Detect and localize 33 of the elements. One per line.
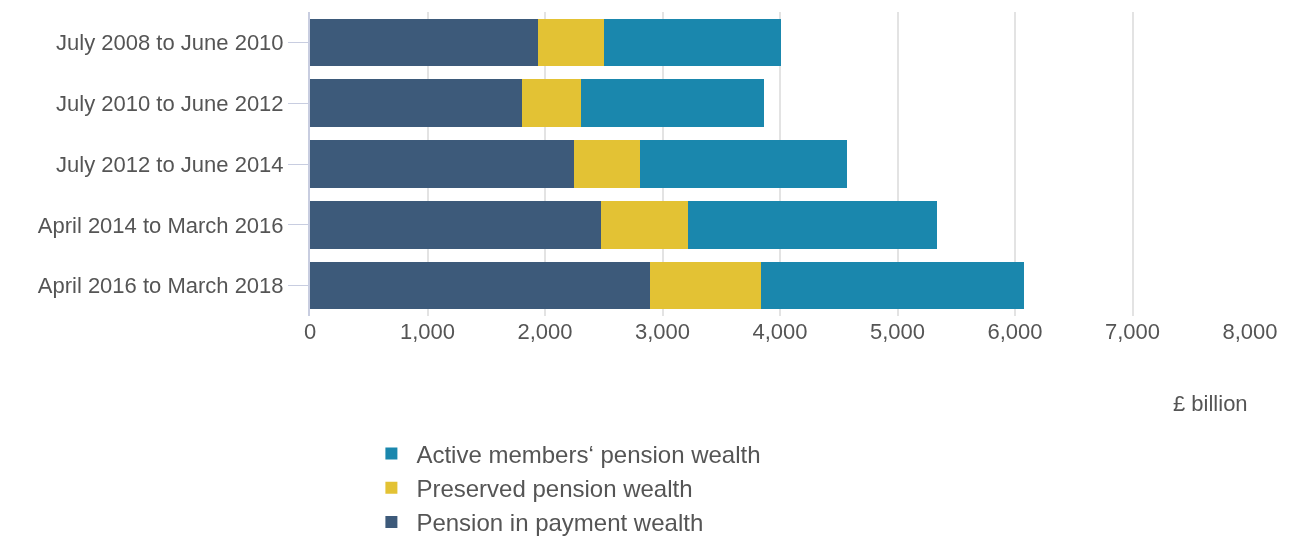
bar	[310, 261, 650, 310]
bar	[601, 201, 689, 249]
bar	[603, 18, 782, 67]
x-tick-label: 6,000	[987, 319, 1043, 344]
y-tick-label: April 2016 to March 2018	[37, 273, 284, 299]
y-tick-label: July 2008 to June 2010	[56, 30, 284, 56]
legend-label: Pension in payment wealth	[416, 509, 704, 537]
bar	[640, 140, 847, 188]
bar	[521, 79, 582, 127]
x-tick-label: 1,000	[399, 319, 456, 344]
x-tick-label: 7,000	[1104, 319, 1161, 344]
bar	[310, 140, 575, 188]
bar	[761, 261, 1025, 310]
y-tick-label: July 2010 to June 2012	[56, 90, 284, 116]
bar	[310, 18, 538, 67]
bar	[649, 261, 762, 310]
y-tick-label: April 2014 to March 2016	[37, 212, 284, 238]
bar	[310, 79, 522, 127]
x-tick-label: 5,000	[869, 319, 926, 344]
x-tick-label: 8,000	[1222, 319, 1278, 344]
bar	[574, 140, 641, 188]
bar	[581, 79, 764, 127]
bar	[537, 18, 604, 67]
x-tick-label: 4,000	[752, 319, 808, 344]
legend-label: Active members‘ pension wealth	[416, 440, 761, 468]
x-tick-label: 0	[303, 319, 317, 344]
x-tick-label: 2,000	[517, 319, 573, 344]
bar	[688, 201, 938, 249]
x-axis-title: £ billion	[1173, 391, 1248, 416]
x-tick-label: 3,000	[634, 319, 691, 344]
bar	[310, 201, 602, 249]
y-tick-label: July 2012 to June 2014	[56, 151, 284, 177]
legend-label: Preserved pension wealth	[416, 475, 693, 503]
